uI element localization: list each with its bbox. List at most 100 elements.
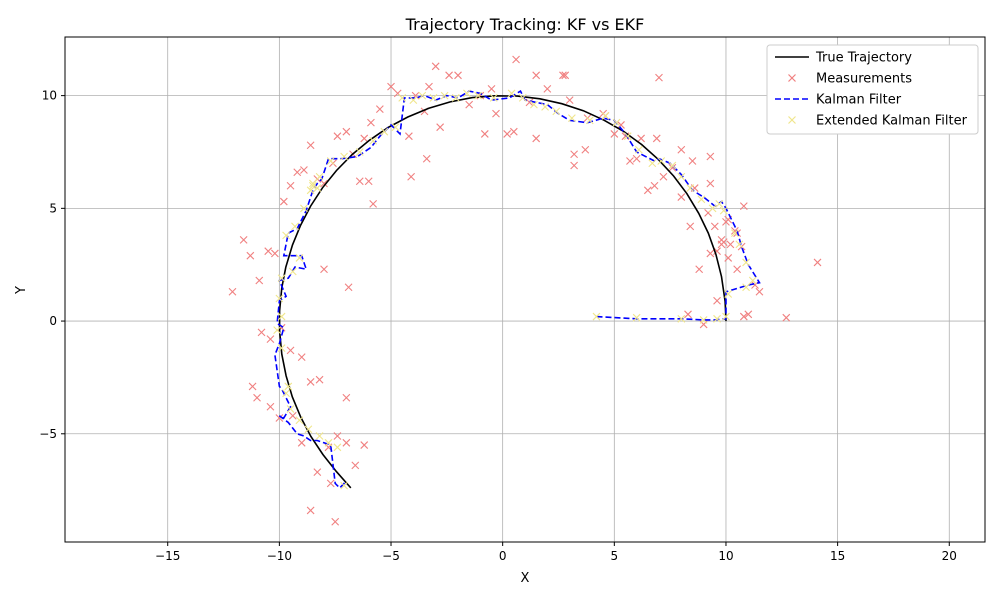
measurements-point: [297, 353, 306, 362]
extended-kalman-filter-point: [612, 118, 621, 127]
measurements-point: [342, 438, 351, 447]
extended-kalman-filter-point: [507, 89, 516, 98]
measurements-point: [320, 265, 328, 274]
measurements-point: [713, 296, 721, 305]
extended-kalman-filter-point: [585, 116, 594, 125]
measurements-point: [503, 130, 512, 138]
measurements-point: [617, 121, 625, 129]
measurements-point: [739, 312, 748, 321]
extended-kalman-filter-point: [451, 93, 460, 102]
x-tick-label: −15: [155, 549, 180, 563]
extended-kalman-filter-point: [713, 314, 721, 323]
extended-kalman-filter-point: [697, 195, 706, 204]
measurements-point: [581, 145, 590, 154]
extended-kalman-filter-point: [623, 132, 632, 141]
legend-label-measurements: Measurements: [816, 72, 912, 87]
extended-kalman-filter-point: [742, 283, 750, 292]
measurements-point: [286, 181, 295, 190]
measurements-point: [480, 130, 489, 138]
x-tick-label: −5: [382, 549, 400, 563]
measurements-point: [454, 71, 462, 80]
measurements-point: [565, 96, 574, 105]
extended-kalman-filter-point: [409, 96, 418, 105]
measurements-point: [724, 254, 733, 262]
measurements-point: [543, 84, 552, 93]
extended-kalman-filter-point: [715, 199, 724, 208]
extended-kalman-filter-point: [677, 172, 686, 181]
legend-label-kalman-filter: Kalman Filter: [816, 93, 902, 108]
extended-kalman-filter-point: [418, 91, 427, 100]
y-tick-label: 5: [49, 201, 57, 215]
extended-kalman-filter-point: [340, 152, 349, 161]
measurements-point: [228, 287, 237, 296]
measurements-point: [306, 378, 315, 386]
measurements-point: [717, 240, 726, 249]
series-true-trajectory: [278, 94, 727, 489]
measurements-point: [360, 441, 369, 449]
measurements-point: [677, 145, 686, 154]
legend-marker-measurements: [788, 74, 796, 82]
extended-kalman-filter-point: [324, 438, 333, 447]
axis-ticks: −15 −10 −5 0 5 10 15 20 −5 0 5 10: [39, 89, 957, 563]
x-tick-label: −10: [267, 549, 292, 563]
extended-kalman-filter-point: [632, 313, 641, 322]
extended-kalman-filter-point: [288, 267, 297, 276]
measurements-point: [813, 258, 822, 267]
measurements-point: [465, 100, 474, 109]
measurements-point: [610, 130, 619, 138]
measurements-point: [726, 240, 735, 249]
extended-kalman-filter-point: [333, 443, 342, 452]
extended-kalman-filter-point: [731, 229, 739, 238]
measurements-point: [351, 461, 360, 470]
extended-kalman-filter-point: [742, 258, 750, 267]
measurements-point: [650, 181, 659, 190]
extended-kalman-filter-point: [355, 148, 364, 156]
legend-box: [766, 44, 979, 135]
measurements-point: [570, 161, 579, 170]
measurements-point: [643, 186, 652, 195]
measurements-point: [248, 382, 257, 391]
measurements-point: [264, 247, 273, 256]
measurements-point: [422, 154, 431, 163]
measurements-point: [342, 127, 351, 136]
extended-kalman-filter-point: [708, 204, 717, 213]
measurements-point: [706, 152, 715, 161]
measurements-point: [684, 310, 692, 319]
measurements-point: [266, 335, 275, 343]
measurements-point: [755, 287, 764, 296]
series-kalman-filter: [274, 89, 761, 490]
x-tick-label: 5: [611, 549, 619, 563]
measurements-point: [782, 313, 791, 322]
measurements-point: [297, 438, 306, 447]
x-axis-label: X: [521, 571, 530, 586]
y-tick-label: 10: [42, 89, 57, 103]
extended-kalman-filter-point: [748, 276, 757, 285]
measurements-point: [355, 177, 364, 186]
extended-kalman-filter-point: [326, 157, 335, 165]
measurements-point: [626, 157, 634, 165]
extended-kalman-filter-point: [306, 186, 315, 195]
measurements-point: [525, 98, 534, 107]
extended-kalman-filter-point: [380, 127, 389, 136]
measurements-point: [279, 197, 288, 206]
y-axis-label: Y: [14, 286, 29, 295]
measurements-point: [487, 84, 496, 93]
measurements-point: [275, 414, 284, 422]
measurements-point: [320, 179, 328, 188]
measurements-point: [722, 217, 730, 226]
extended-kalman-filter-point: [699, 316, 708, 324]
measurements-point: [688, 157, 697, 165]
true-trajectory-line: [278, 94, 727, 489]
measurements-point: [387, 82, 395, 91]
extended-kalman-filter-point: [657, 157, 666, 165]
measurements-point: [306, 506, 315, 515]
measurements-point: [509, 127, 518, 136]
extended-kalman-filter-point: [489, 93, 498, 102]
extended-kalman-filter-point: [474, 91, 482, 100]
extended-kalman-filter-point: [552, 107, 561, 116]
measurements-point: [306, 141, 315, 150]
extended-kalman-filter-point: [315, 172, 324, 181]
measurements-point: [668, 163, 677, 172]
legend-item-true-trajectory: True Trajectory: [775, 51, 912, 66]
